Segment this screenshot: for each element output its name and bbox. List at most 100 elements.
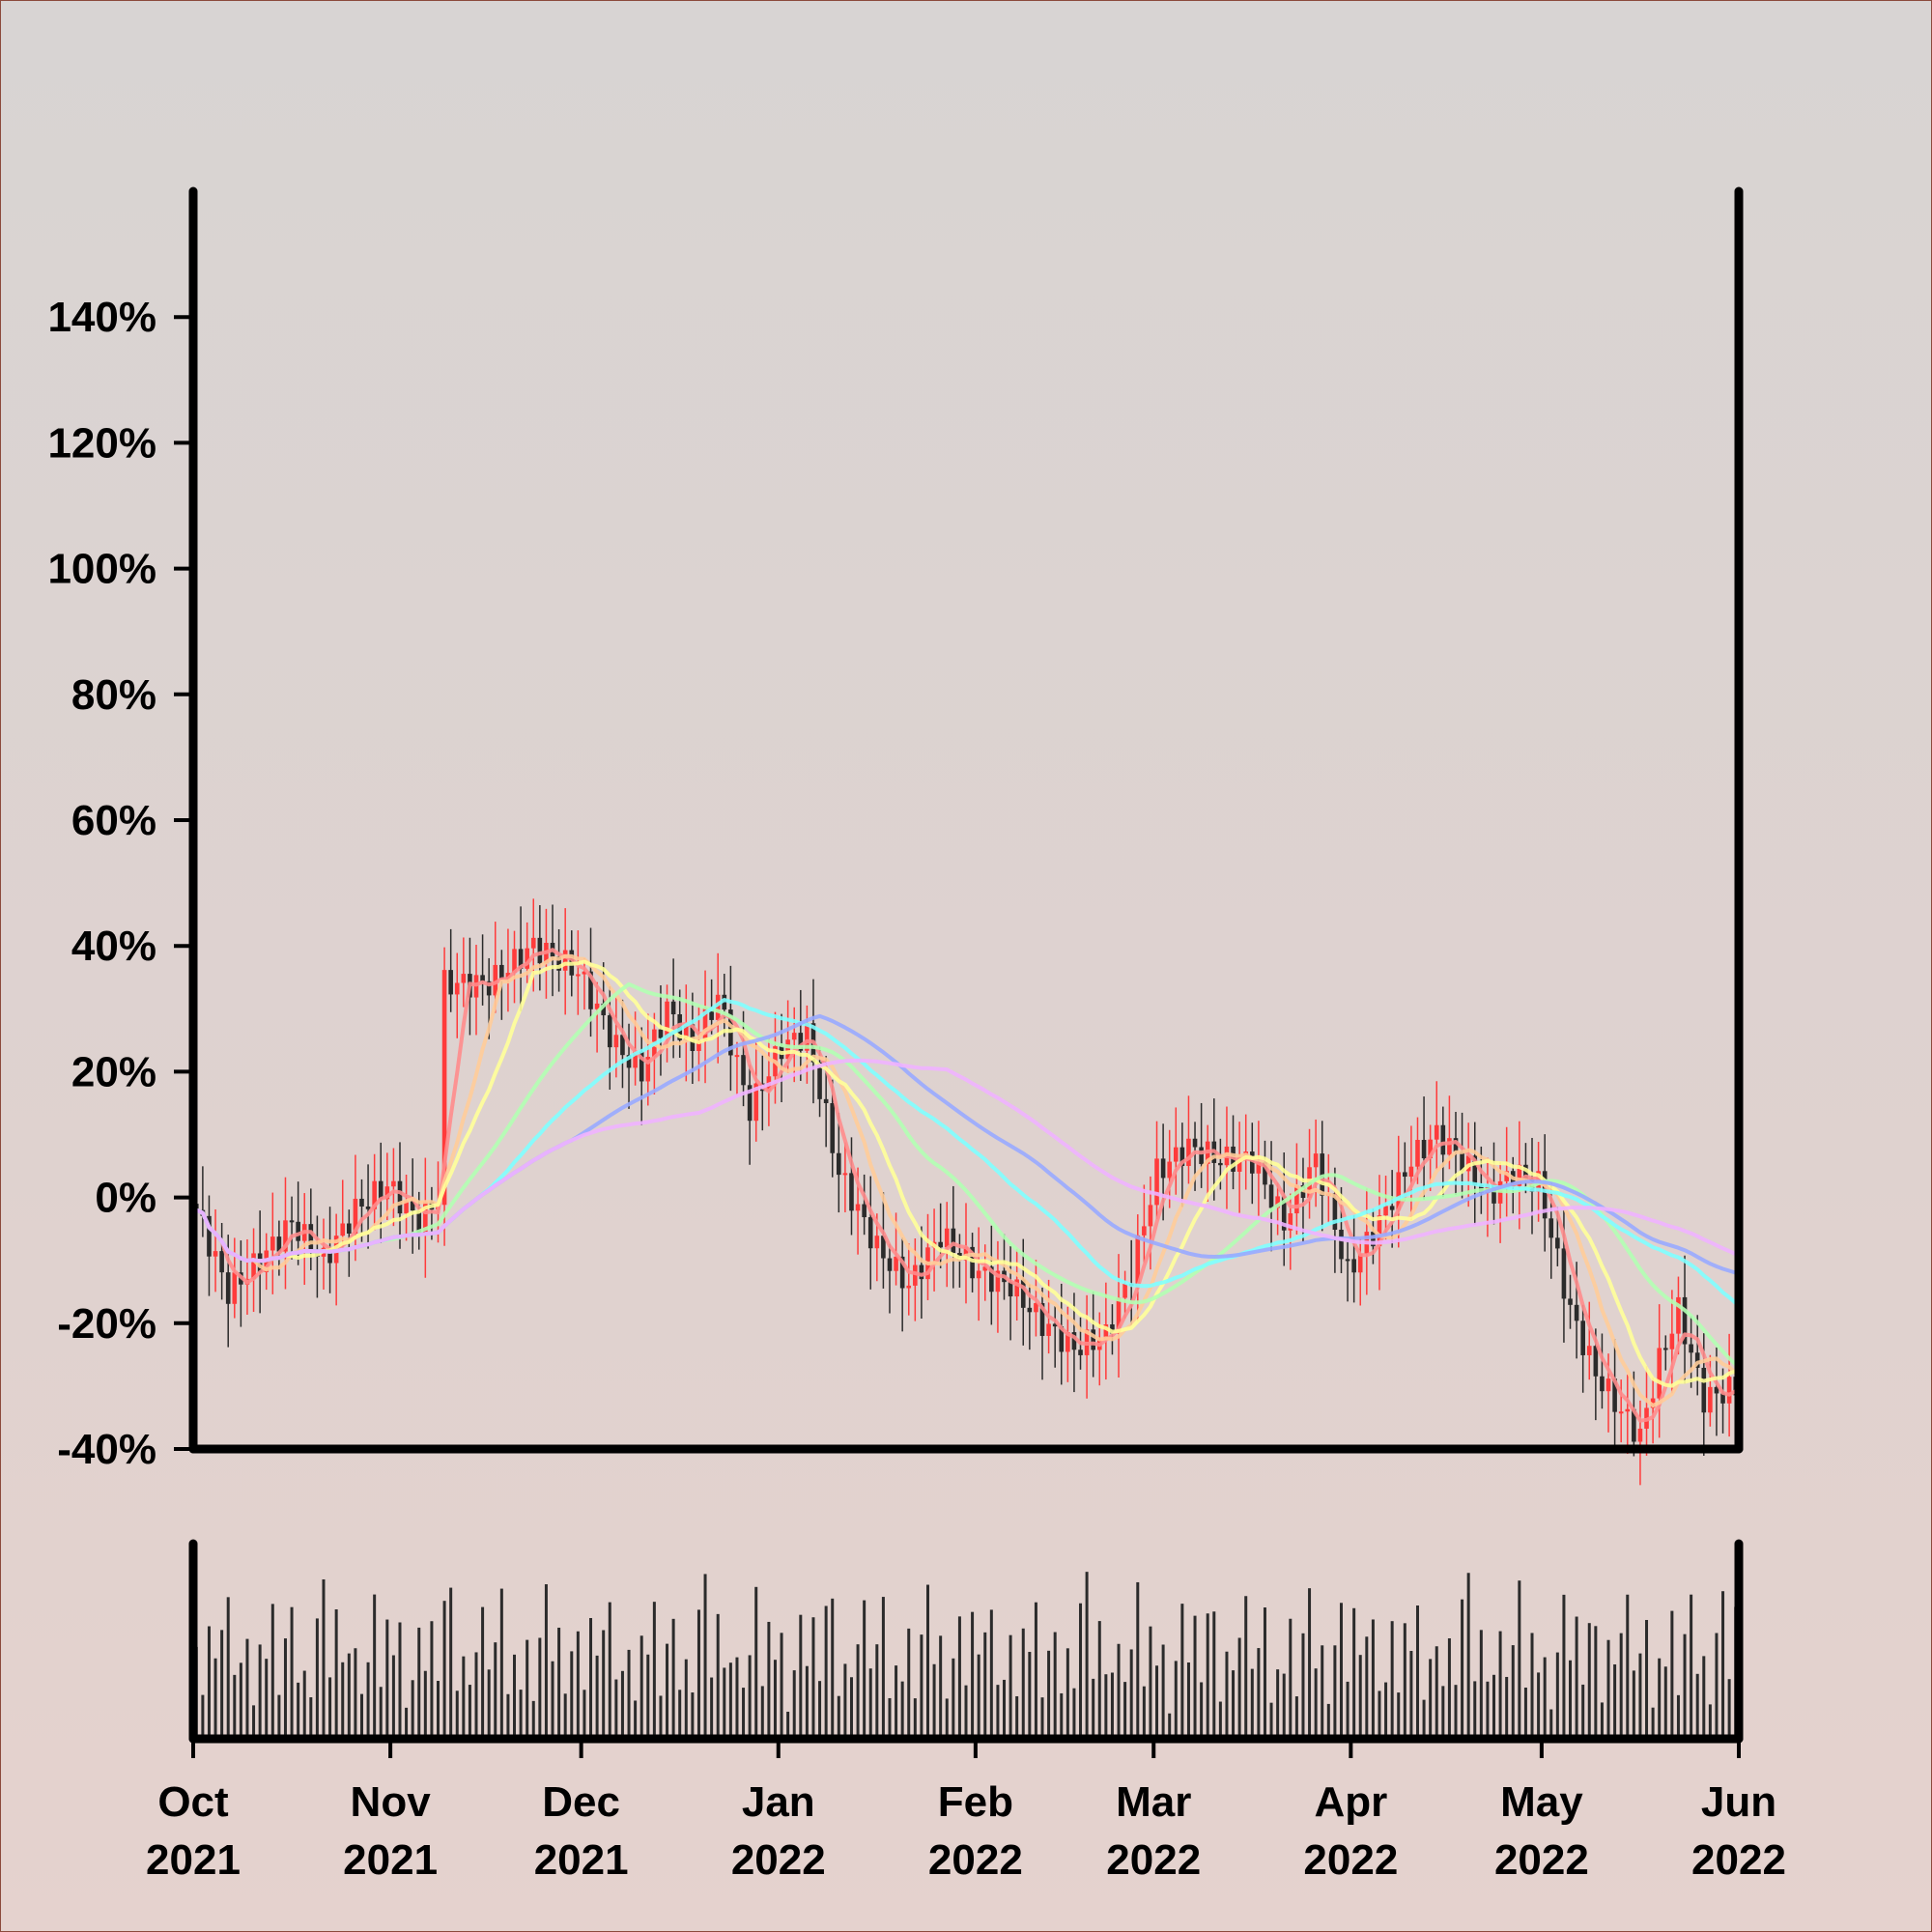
candle-body (1377, 1215, 1382, 1247)
volume-bar (265, 1659, 269, 1739)
volume-bar (474, 1652, 478, 1739)
candle-body (1586, 1346, 1592, 1355)
volume-bar (1206, 1613, 1209, 1739)
volume-bar (436, 1681, 440, 1739)
candle-body (1637, 1428, 1643, 1442)
volume-bar (1301, 1633, 1305, 1739)
x-tick-label-year: 2021 (343, 1836, 438, 1884)
volume-bar (1562, 1594, 1566, 1739)
candle-body (283, 1220, 288, 1252)
volume-bar (302, 1670, 306, 1739)
volume-bar (875, 1644, 879, 1739)
x-tick-label-year: 2021 (146, 1836, 241, 1884)
volume-bar (1225, 1651, 1229, 1739)
candle-body (1453, 1138, 1459, 1152)
volume-bar (226, 1597, 230, 1739)
volume-bar (1232, 1670, 1236, 1739)
volume-bar (773, 1660, 777, 1739)
candle-body (696, 1040, 701, 1051)
candle-body (1027, 1307, 1033, 1313)
candle-body (493, 964, 498, 996)
volume-bar (1168, 1713, 1172, 1739)
volume-bar (895, 1665, 898, 1739)
volume-bar (1422, 1699, 1426, 1739)
volume-bar (513, 1654, 517, 1739)
candle-body (658, 1029, 664, 1038)
volume-bar (1523, 1687, 1527, 1739)
volume-bar (1321, 1645, 1324, 1739)
volume-bar (1034, 1602, 1037, 1739)
volume-bar (1651, 1707, 1655, 1739)
candle-body (225, 1272, 231, 1304)
volume-bar (449, 1587, 453, 1739)
candle-body (683, 1024, 689, 1040)
candle-body (1726, 1377, 1732, 1404)
candle-body (347, 1223, 352, 1235)
volume-bar (1587, 1623, 1591, 1739)
candle-body (1148, 1205, 1153, 1227)
candle-body (894, 1256, 898, 1271)
candle-body (1600, 1376, 1605, 1392)
volume-bar (983, 1632, 987, 1739)
y-tick-label: 60% (71, 797, 156, 844)
candle-body (951, 1228, 956, 1254)
volume-bar (366, 1662, 370, 1739)
candle-body (1103, 1324, 1109, 1341)
volume-bar (1358, 1655, 1362, 1739)
candle-body (722, 994, 727, 1010)
candle-body (448, 970, 453, 995)
volume-bar (213, 1658, 217, 1739)
volume-bar (570, 1651, 574, 1739)
candle-body (276, 1236, 282, 1252)
volume-bar (239, 1662, 242, 1739)
candle-body (1460, 1151, 1464, 1172)
volume-bar (863, 1600, 867, 1739)
volume-bar (1594, 1626, 1598, 1739)
volume-bar (1136, 1581, 1140, 1739)
volume-bar (1053, 1632, 1057, 1739)
volume-bar (1498, 1631, 1502, 1739)
candle-body (1720, 1393, 1725, 1404)
volume-bar (309, 1697, 313, 1739)
volume-bar (544, 1584, 548, 1739)
candle-body (1078, 1350, 1083, 1355)
volume-bar (957, 1616, 961, 1739)
candle-body (620, 1035, 625, 1056)
candle-body (1020, 1279, 1026, 1308)
candle-body (1167, 1161, 1173, 1179)
candle-body (995, 1270, 1001, 1293)
volume-bar (996, 1685, 1000, 1739)
volume-bar (341, 1662, 345, 1739)
candle-body (944, 1228, 950, 1248)
volume-bar (1174, 1661, 1178, 1739)
volume-bar (1645, 1619, 1649, 1739)
volume-bar (977, 1654, 980, 1739)
volume-bar (1390, 1621, 1394, 1739)
candle-body (576, 974, 581, 977)
volume-bar (1085, 1572, 1089, 1739)
volume-bar (742, 1688, 746, 1739)
x-tick-label-month: Oct (157, 1778, 229, 1826)
volume-bar (849, 1677, 853, 1739)
moving-average-lines (195, 948, 1738, 1423)
candle-body (359, 1198, 364, 1207)
volume-bar (1606, 1639, 1610, 1739)
volume-bar (1250, 1668, 1254, 1739)
candle-body (1657, 1348, 1662, 1399)
volume-bar (1097, 1621, 1101, 1739)
candle-body (1091, 1329, 1095, 1350)
volume-bar (1365, 1636, 1369, 1739)
candle-body (512, 949, 517, 974)
volume-bar (347, 1653, 351, 1739)
candle-body (1135, 1235, 1141, 1287)
volume-bar (1123, 1682, 1127, 1739)
volume-bar (1708, 1704, 1712, 1739)
volume-bar (1727, 1679, 1731, 1739)
candle-body (1408, 1166, 1414, 1178)
volume-bar (1619, 1633, 1623, 1739)
candle-body (855, 1204, 861, 1211)
candle-body (1421, 1140, 1427, 1159)
volume-bar (1638, 1653, 1642, 1739)
candle-body (289, 1220, 295, 1223)
ma-line-10 (195, 953, 1738, 1407)
